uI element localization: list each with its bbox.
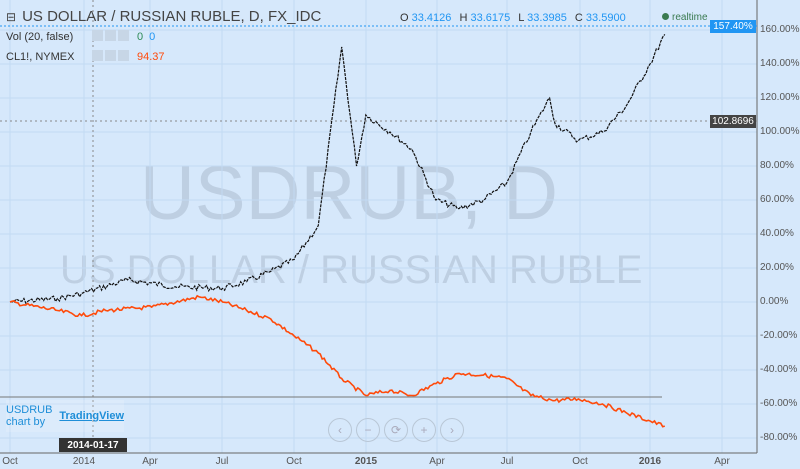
y-tick-label: 120.00% (760, 92, 800, 103)
realtime-indicator: realtime (662, 12, 708, 23)
y-tick-label: 160.00% (760, 24, 800, 35)
zoom-out-button[interactable]: − (356, 418, 380, 442)
close-icon[interactable] (118, 50, 129, 61)
x-tick-label: 2016 (638, 456, 662, 467)
y-tick-label: -60.00% (760, 398, 798, 409)
gear-icon[interactable] (105, 50, 116, 61)
vol-value: 0 (137, 31, 144, 43)
ohlc-values: O 33.4126 H 33.6175 L 33.3985 C 33.5900 (400, 12, 631, 24)
eye-icon[interactable] (92, 30, 103, 41)
last-price-tag: 157.40% (710, 20, 756, 33)
indicator-vol[interactable]: Vol (20, false) 0 0 (6, 30, 155, 44)
branding: USDRUB chart by TradingView (6, 400, 124, 432)
y-tick-label: 140.00% (760, 58, 800, 69)
tradingview-link[interactable]: TradingView (59, 410, 124, 422)
x-tick-label: Apr (142, 456, 158, 467)
cl1-line (9, 294, 666, 428)
x-tick-label: Apr (429, 456, 445, 467)
cl1-value: 94.37 (137, 51, 165, 63)
y-tick-label: 100.00% (760, 126, 800, 137)
x-tick-label: 2014 (72, 456, 96, 467)
scroll-left-button[interactable]: ‹ (328, 418, 352, 442)
y-tick-label: 80.00% (760, 160, 794, 171)
low-label: L (518, 12, 525, 24)
indicator-name: Vol (20, false) (6, 31, 74, 43)
y-tick-label: 40.00% (760, 228, 794, 239)
gear-icon[interactable] (105, 30, 116, 41)
scroll-right-button[interactable]: › (440, 418, 464, 442)
close-value: 33.5900 (585, 12, 626, 24)
x-tick-label: Oct (2, 456, 18, 467)
close-label: C (574, 12, 583, 24)
indicator-cl1[interactable]: CL1!, NYMEX 94.37 (6, 50, 165, 64)
zoom-in-button[interactable]: + (412, 418, 436, 442)
x-tick-label: Jul (215, 456, 229, 467)
high-value: 33.6175 (470, 12, 511, 24)
x-tick-label: 2015 (354, 456, 378, 467)
low-value: 33.3985 (527, 12, 567, 24)
x-tick-label: Apr (714, 456, 730, 467)
y-tick-label: 60.00% (760, 194, 794, 205)
y-tick-label: -20.00% (760, 330, 798, 341)
symbol-title: US DOLLAR / RUSSIAN RUBLE, D, FX_IDC (22, 8, 322, 25)
y-tick-label: -80.00% (760, 432, 798, 443)
reset-button[interactable]: ⟳ (384, 418, 408, 442)
branding-text: USDRUB chart by (6, 404, 53, 428)
crosshair-date-tag: 2014-01-17 (59, 438, 127, 452)
x-tick-label: Jul (500, 456, 514, 467)
y-tick-label: 20.00% (760, 262, 794, 273)
y-tick-label: 0.00% (760, 296, 789, 307)
vol-ma-value: 0 (149, 31, 156, 43)
indicator-name: CL1!, NYMEX (6, 51, 75, 63)
x-tick-label: Oct (286, 456, 302, 467)
close-icon[interactable] (118, 30, 129, 41)
eye-icon[interactable] (92, 50, 103, 61)
usdrub-line (9, 34, 666, 305)
x-tick-label: Oct (572, 456, 588, 467)
chart-navigation: ‹ − ⟳ + › (328, 418, 464, 442)
y-tick-label: -40.00% (760, 364, 798, 375)
open-label: O (400, 12, 409, 24)
collapse-icon[interactable]: ⊟ (6, 9, 17, 24)
watermark-symbol: USDRUB, D (140, 151, 559, 236)
high-label: H (459, 12, 468, 24)
crosshair-price-tag: 102.8696 (710, 115, 756, 128)
symbol-legend: ⊟ US DOLLAR / RUSSIAN RUBLE, D, FX_IDC (6, 8, 321, 25)
open-value: 33.4126 (411, 12, 452, 24)
